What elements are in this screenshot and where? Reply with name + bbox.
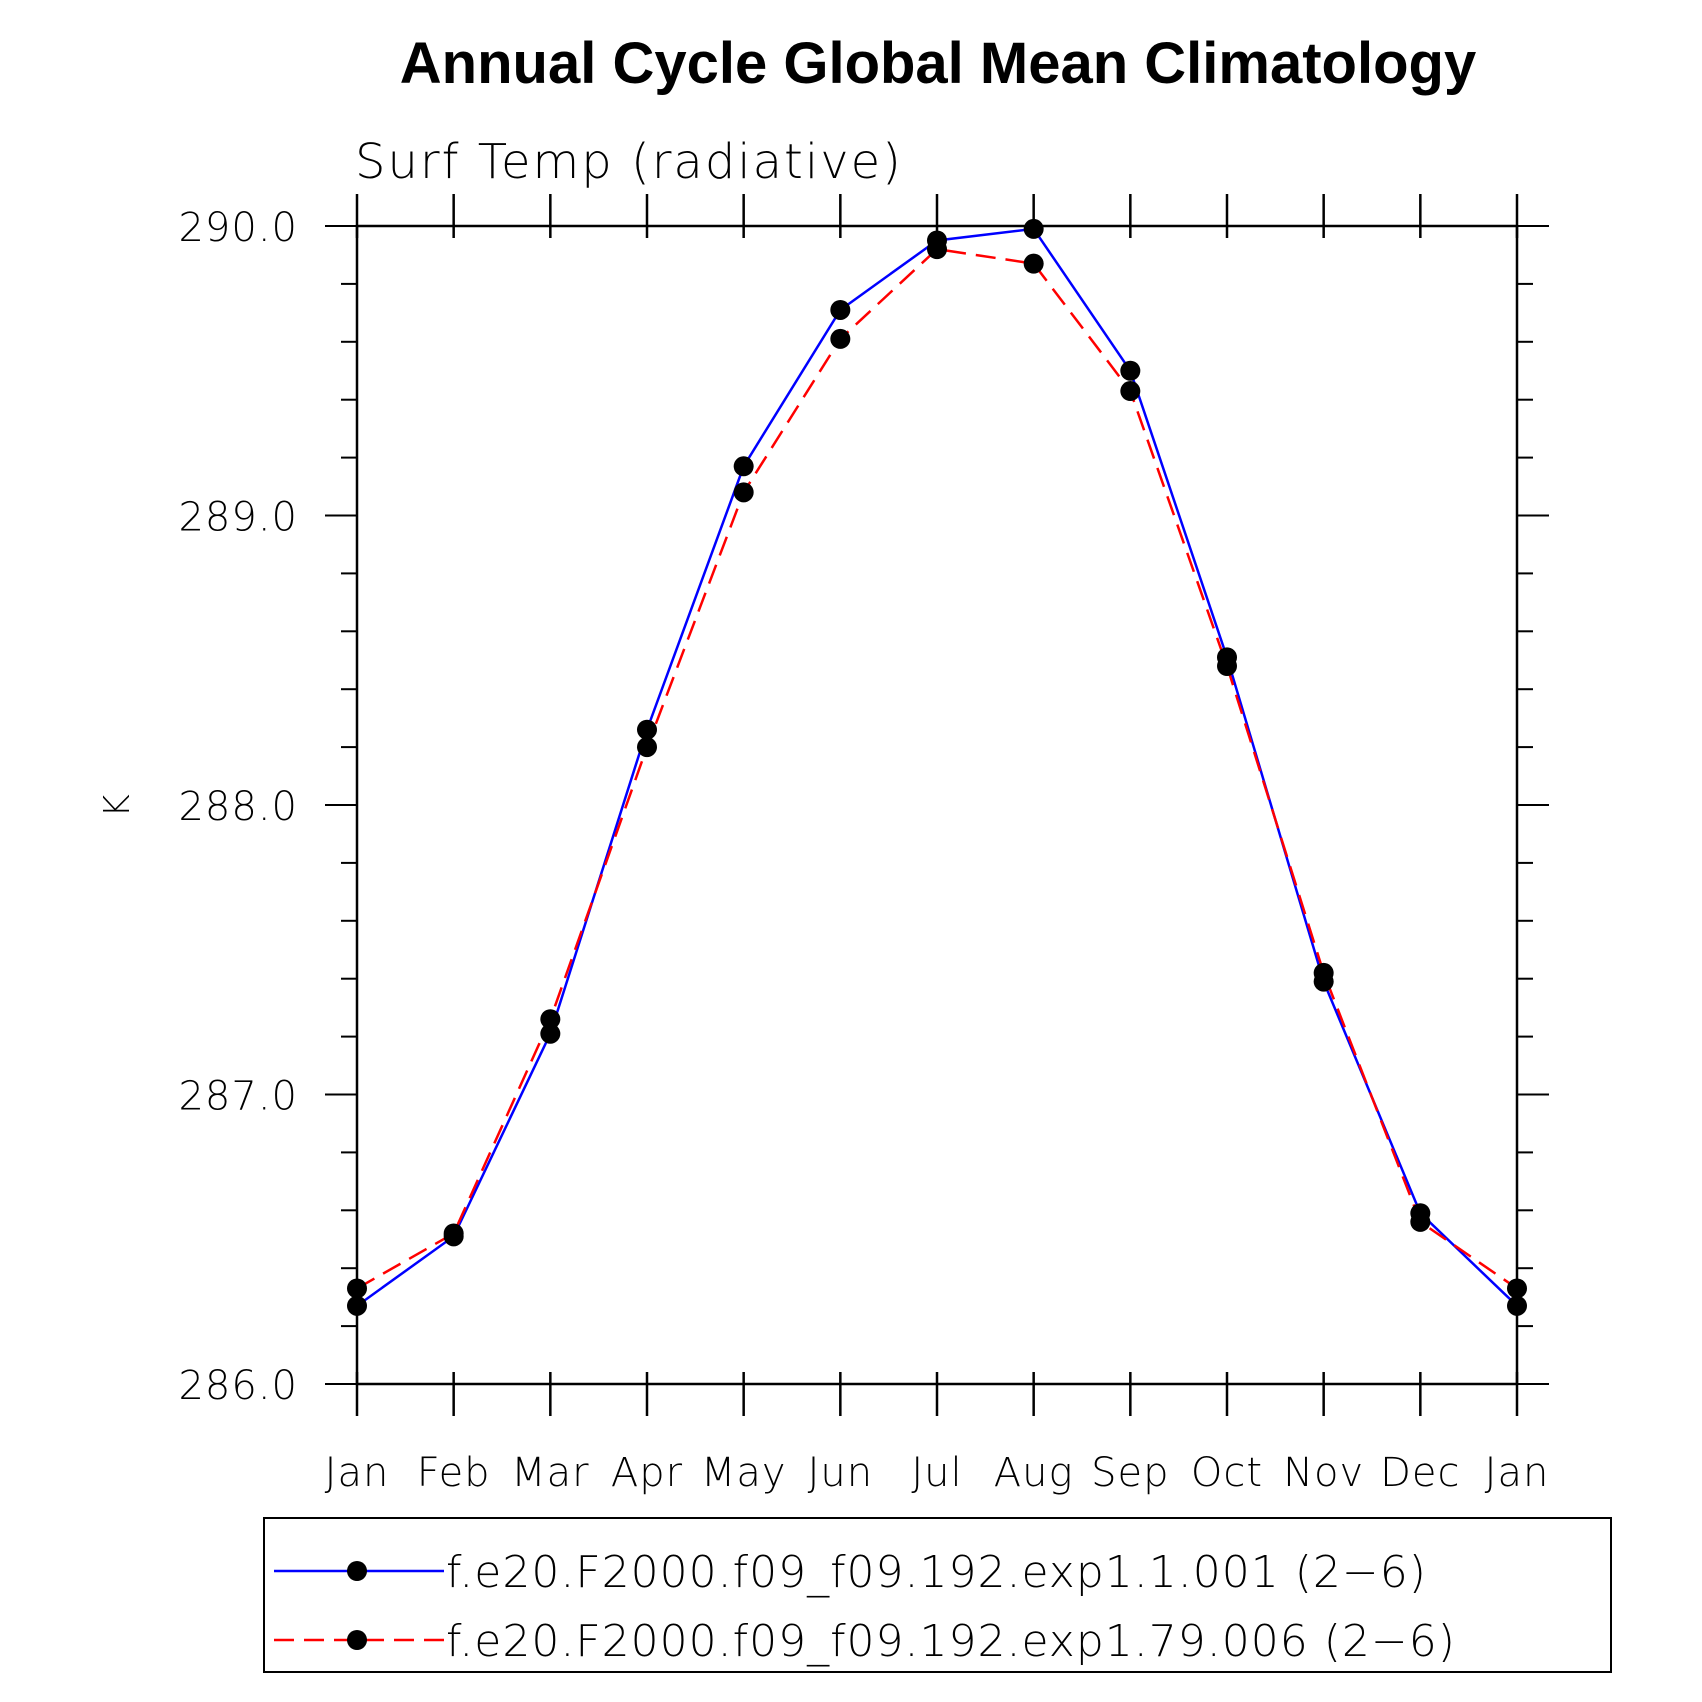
x-tick-label: May [701, 1450, 787, 1496]
series-1-point [637, 719, 657, 740]
y-axis-label: K [97, 794, 138, 818]
x-tick-label: Jul [911, 1450, 962, 1496]
series-line-2 [356, 247, 1518, 1290]
y-tick-labels: 286.0 287.0 288.0 289.0 290.0 [178, 205, 298, 1409]
legend: f.e20.F2000.f09_f09.192.exp1.1.001 (2−6)… [263, 1517, 1612, 1673]
series-2-point [540, 1009, 561, 1030]
series-2-point [443, 1223, 464, 1244]
series-line-1 [356, 227, 1518, 1307]
y-tick-label: 288.0 [178, 784, 298, 830]
series-2-point [1120, 381, 1141, 402]
series-1-point [733, 456, 754, 477]
legend-entries: f.e20.F2000.f09_f09.192.exp1.1.001 (2−6)… [274, 1547, 1456, 1667]
y-tick-label: 287.0 [178, 1074, 298, 1120]
x-tick-label: Nov [1283, 1450, 1364, 1496]
y-tick-label: 289.0 [178, 495, 298, 541]
chart-subtitle: Surf Temp (radiative) [355, 134, 903, 190]
x-tick-label: Jan [1485, 1450, 1550, 1496]
legend-label-1: f.e20.F2000.f09_f09.192.exp1.1.001 (2−6) [446, 1547, 1427, 1598]
series-2-point [1410, 1211, 1431, 1232]
plot-frame [355, 224, 1519, 1386]
legend-box [263, 1517, 1612, 1673]
x-tick-label: Apr [611, 1450, 683, 1496]
series-1-point [1023, 218, 1044, 239]
x-tick-label: Jan [325, 1450, 390, 1496]
x-tick-label: Mar [511, 1450, 589, 1496]
axis-ticks [325, 194, 1549, 1416]
legend-label-2: f.e20.F2000.f09_f09.192.exp1.79.006 (2−6… [446, 1616, 1456, 1667]
legend-marker-1 [347, 1561, 367, 1581]
y-tick-label: 286.0 [178, 1363, 298, 1409]
series-markers [347, 218, 1527, 1316]
x-tick-labels: Jan Feb Mar Apr May Jun Jul Aug Sep Oct Nov Dec Jan [325, 1450, 1550, 1496]
series-2-point [637, 737, 657, 758]
series-1-point [830, 299, 851, 320]
x-tick-label: Jun [808, 1450, 874, 1496]
series-1-point [1120, 360, 1141, 381]
series-1-point [540, 1023, 561, 1044]
series-2-point [1313, 962, 1334, 983]
x-tick-label: Feb [417, 1450, 491, 1496]
legend-marker-2 [347, 1630, 367, 1650]
x-tick-label: Dec [1380, 1450, 1460, 1496]
series-2-point [927, 239, 947, 260]
x-tick-label: Sep [1091, 1450, 1169, 1496]
x-tick-label: Aug [994, 1450, 1074, 1496]
chart-title: Annual Cycle Global Mean Climatology [400, 31, 1476, 96]
series-2-point [1217, 656, 1237, 677]
series-2-point [733, 482, 754, 503]
series-lines [356, 227, 1518, 1307]
series-2-point [1023, 253, 1044, 274]
series-2-point [830, 328, 851, 349]
x-tick-label: Oct [1191, 1450, 1263, 1496]
y-tick-label: 290.0 [178, 205, 298, 251]
